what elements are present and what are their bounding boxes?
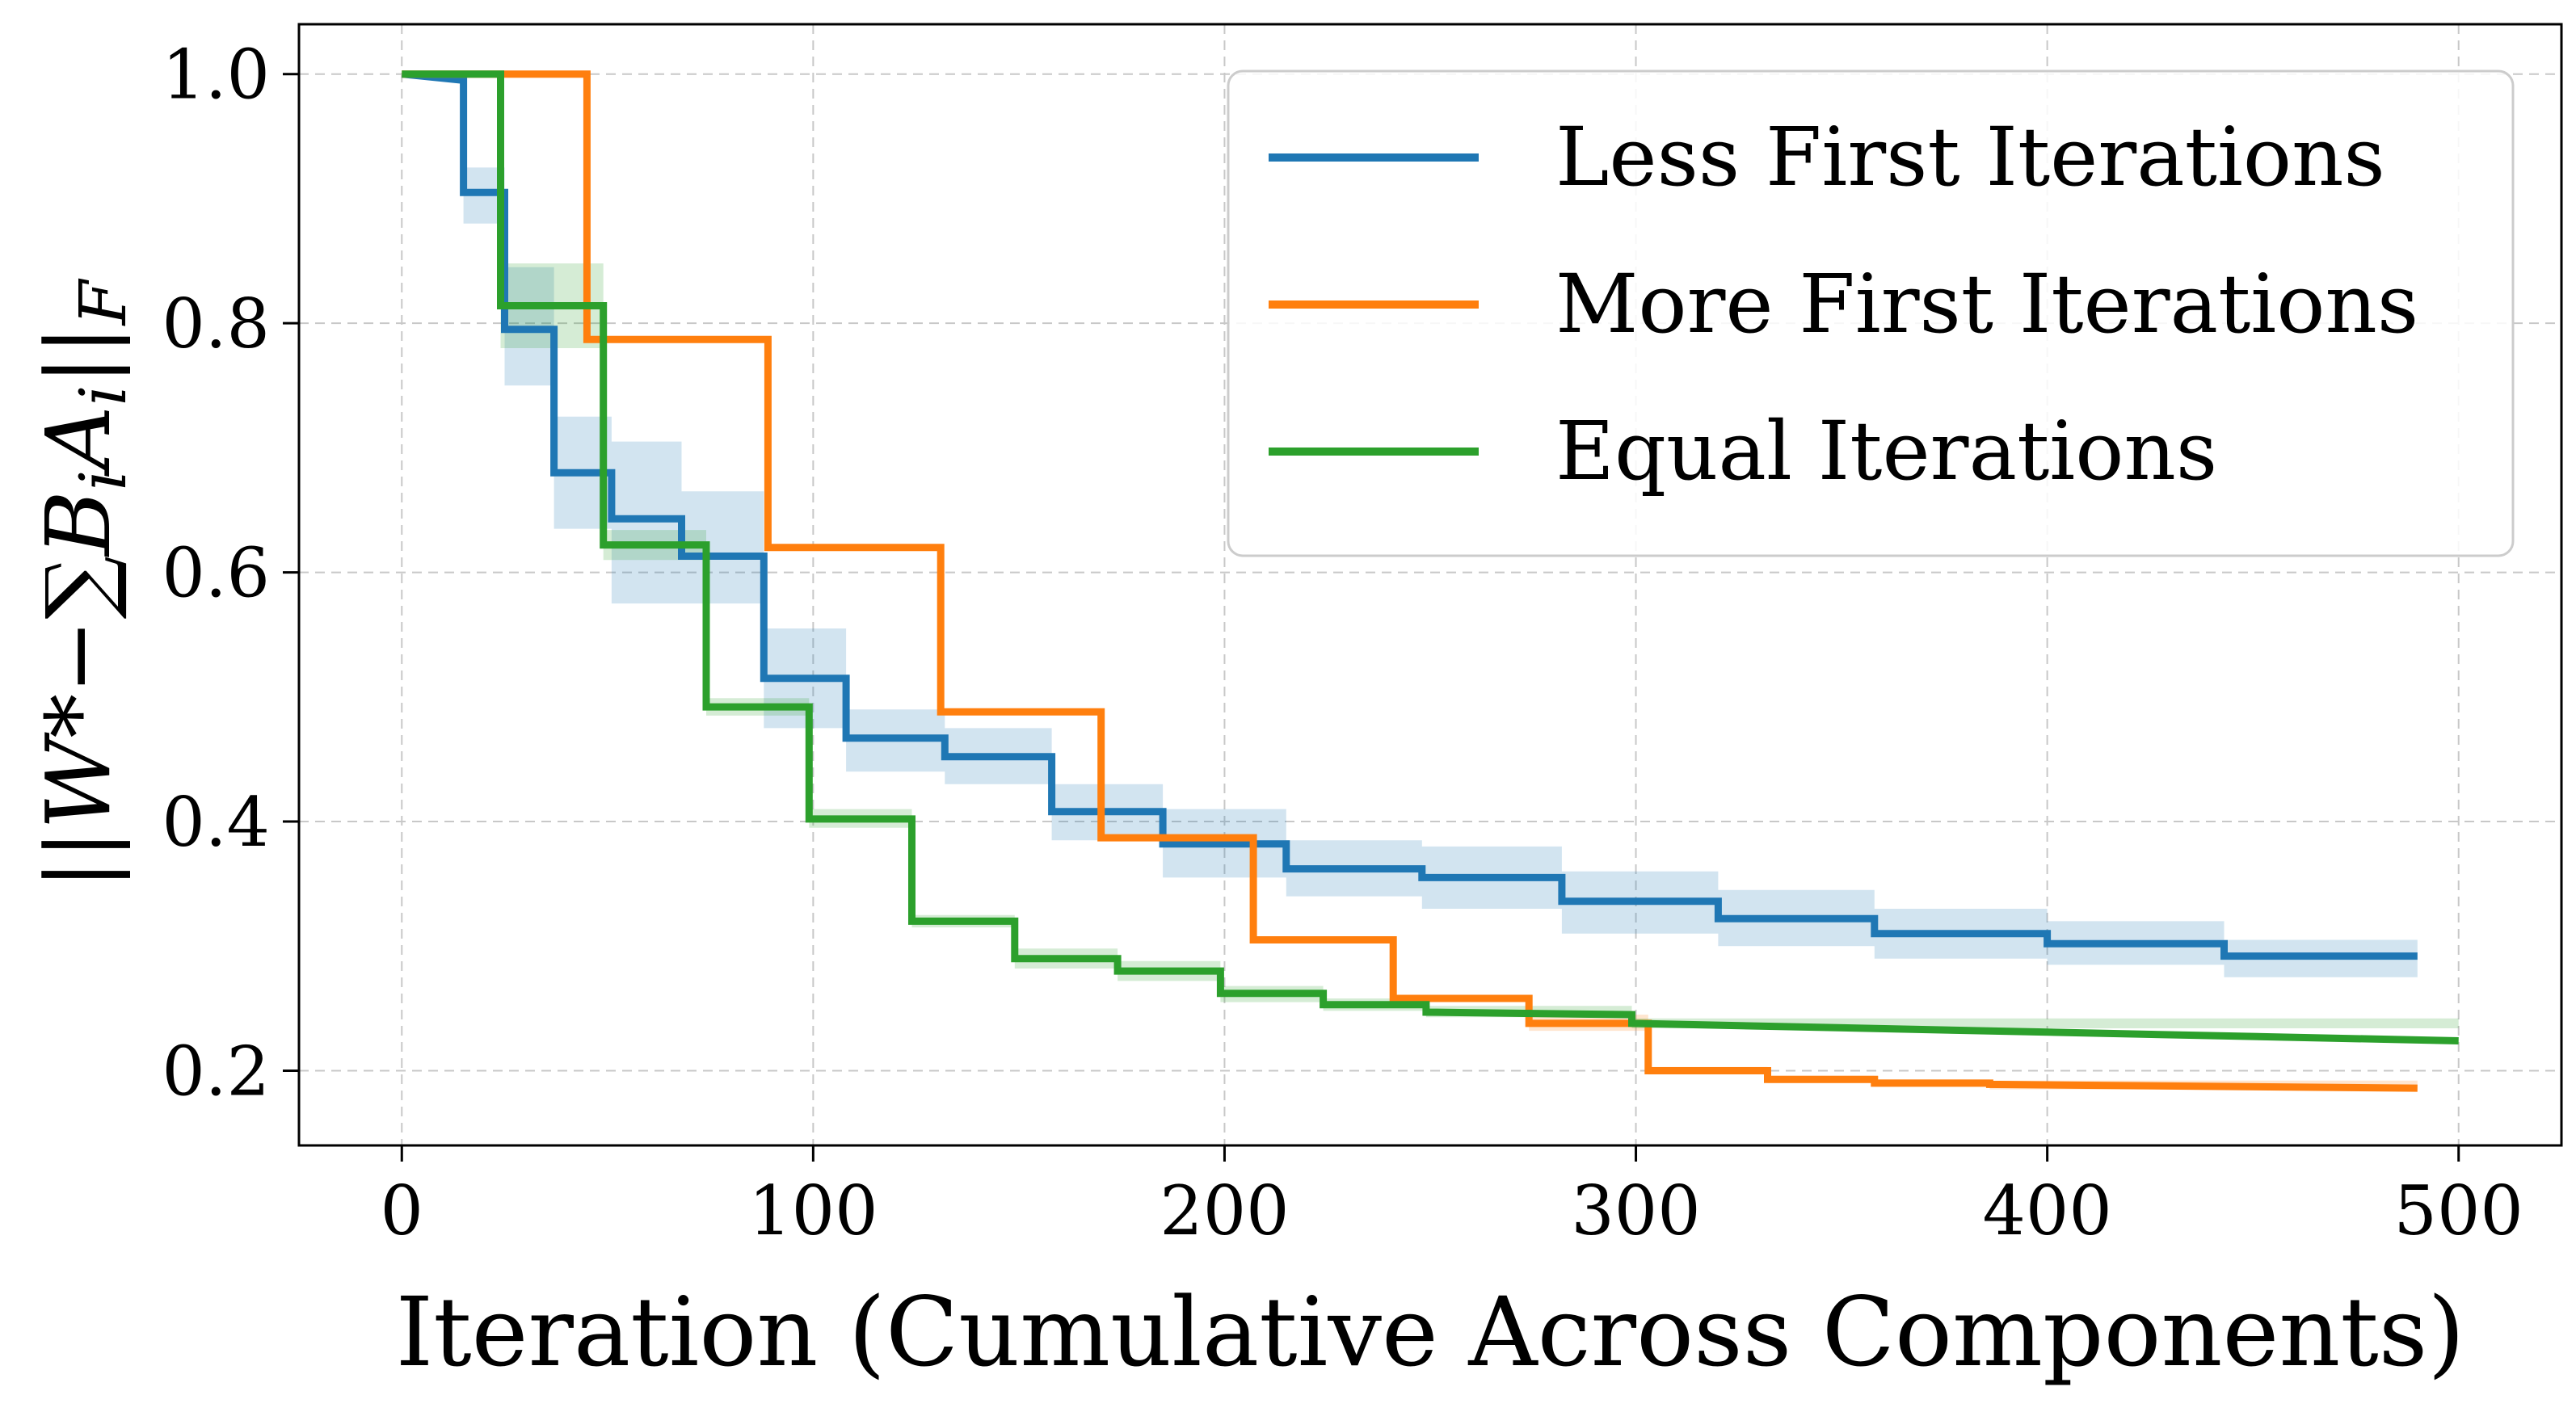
y-tick-label: 0.4 bbox=[162, 783, 270, 862]
y-tick-label: 1.0 bbox=[162, 36, 270, 115]
series-line-3 bbox=[402, 70, 2459, 1044]
y-axis-title-text: ||W*−∑BiAi||F bbox=[27, 279, 141, 889]
series-line-2 bbox=[402, 70, 2418, 1092]
y-tick-label: 0.6 bbox=[162, 534, 270, 613]
legend-label-1: Less First Iterations bbox=[1555, 110, 2385, 204]
legend: Less First Iterations More First Iteratio… bbox=[1227, 69, 2515, 557]
y-tick-label: 0.8 bbox=[162, 284, 270, 364]
x-tick-label: 100 bbox=[748, 1171, 878, 1250]
x-tick-label: 500 bbox=[2394, 1171, 2523, 1250]
legend-box bbox=[1227, 69, 2515, 557]
plot-frame bbox=[297, 23, 2563, 1147]
axis-ticks: 0 100 200 300 400 500 0.2 0.4 0.6 0.8 1.0 bbox=[162, 36, 2523, 1250]
series-lines bbox=[401, 70, 2459, 1092]
x-tick-label: 0 bbox=[381, 1171, 423, 1250]
x-tick-label: 200 bbox=[1160, 1171, 1289, 1250]
x-tick-label: 300 bbox=[1571, 1171, 1700, 1250]
confidence-band-1 bbox=[402, 74, 2418, 977]
x-tick-label: 400 bbox=[1982, 1171, 2111, 1250]
legend-label-2: More First Iterations bbox=[1555, 257, 2418, 351]
y-axis-title: ||W*−∑BiAi||F bbox=[27, 279, 141, 889]
confidence-bands bbox=[402, 74, 2459, 1092]
legend-label-3: Equal Iterations bbox=[1555, 404, 2217, 498]
y-tick-label: 0.2 bbox=[162, 1032, 270, 1111]
series-line-1 bbox=[401, 70, 2418, 960]
x-axis-title: Iteration (Cumulative Across Components) bbox=[396, 1276, 2465, 1388]
